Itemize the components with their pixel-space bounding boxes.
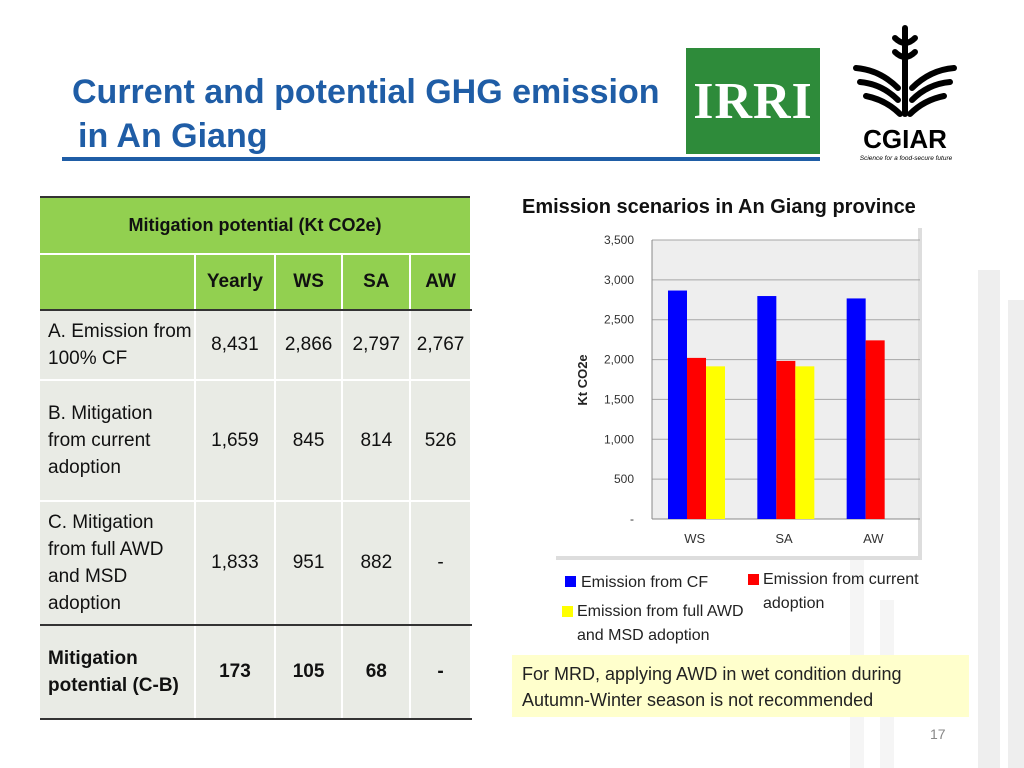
emission-bar-chart: - 500 1,000 1,500 2,000 2,500 3,000 3,500 Kt CO2… (552, 222, 922, 560)
row-label: A. Emission from 100% CF (40, 310, 197, 381)
table-cell: 1,659 (195, 380, 276, 502)
y-tick-label: 1,500 (604, 392, 634, 406)
chart-title: Emission scenarios in An Giang province (522, 196, 916, 218)
table-header-title: Mitigation potential (Kt CO2e) (40, 196, 472, 255)
column-header-ws: WS (274, 254, 344, 311)
bar (668, 290, 687, 519)
legend-swatch (565, 576, 576, 587)
bar (757, 296, 777, 519)
table-cell: 173 (195, 625, 276, 720)
bar (846, 298, 866, 519)
cgiar-wheat-icon (853, 25, 957, 117)
cgiar-tagline: Science for a food-secure future (859, 155, 953, 162)
legend-label: Emission from current adoption (763, 571, 919, 612)
column-header-sa: SA (342, 254, 412, 311)
legend-label: Emission from CF (581, 574, 709, 591)
table-cell: 1,833 (195, 501, 276, 626)
y-tick-label: 2,000 (604, 353, 634, 367)
legend-item-cf: Emission from CF (565, 571, 708, 595)
row-label: B. Mitigation from current adoption (40, 380, 197, 502)
slide-title-line2: in An Giang (78, 117, 268, 155)
table-cell: 2,797 (342, 310, 412, 381)
bar (706, 366, 725, 519)
title-underline (62, 157, 820, 161)
chart-shadow (918, 228, 922, 560)
table-row: Mitigation potential (C-B) 173 105 68 - (40, 625, 472, 720)
table-cell: 105 (274, 625, 344, 720)
legend-item-full-awd: Emission from full AWD and MSD adoption (562, 600, 762, 648)
y-tick-label: - (630, 512, 634, 526)
table-cell: 951 (274, 501, 344, 626)
table-row: C. Mitigation from full AWD and MSD adop… (40, 501, 472, 626)
y-tick-label: 3,000 (604, 273, 634, 287)
x-tick-label: WS (684, 531, 705, 546)
chart-shadow (556, 556, 922, 560)
table-header-row: Mitigation potential (Kt CO2e) (40, 196, 472, 255)
recommendation-note: For MRD, applying AWD in wet condition d… (512, 655, 969, 717)
table-row: A. Emission from 100% CF 8,431 2,866 2,7… (40, 310, 472, 381)
table-cell: 882 (342, 501, 412, 626)
table-column-row: Yearly WS SA AW (40, 254, 472, 311)
slide-title: Current and potential GHG emission in An… (72, 70, 672, 158)
table-cell: 2,866 (274, 310, 344, 381)
table-cell: 2,767 (410, 310, 472, 381)
bar (776, 360, 796, 519)
legend-label: Emission from full AWD and MSD adoption (577, 603, 744, 644)
row-label: Mitigation potential (C-B) (40, 625, 197, 720)
mitigation-table: Mitigation potential (Kt CO2e) Yearly WS… (40, 196, 472, 720)
cgiar-logo: CGIAR Science for a food-secure future (846, 24, 964, 164)
row-label: C. Mitigation from full AWD and MSD adop… (40, 501, 197, 626)
column-header-aw: AW (410, 254, 472, 311)
watermark-bar (978, 270, 1000, 768)
bar (865, 340, 885, 519)
table-row: B. Mitigation from current adoption 1,65… (40, 380, 472, 502)
y-tick-label: 2,500 (604, 313, 634, 327)
irri-logo: IRRI (686, 48, 820, 154)
bar (687, 357, 706, 519)
table-cell: - (410, 625, 472, 720)
y-axis-label: Kt CO2e (575, 354, 590, 405)
table-cell: - (410, 501, 472, 626)
table-cell: 814 (342, 380, 412, 502)
cgiar-logo-text: CGIAR (863, 124, 947, 154)
table-cell: 526 (410, 380, 472, 502)
page-number: 17 (930, 726, 946, 742)
legend-swatch (562, 606, 573, 617)
legend-swatch (748, 574, 759, 585)
legend-item-current: Emission from current adoption (748, 568, 938, 616)
table-cell: 68 (342, 625, 412, 720)
bar (795, 366, 815, 519)
table-cell: 8,431 (195, 310, 276, 381)
y-tick-label: 3,500 (604, 233, 634, 247)
slide-title-line1: Current and potential GHG emission (72, 73, 660, 111)
irri-logo-text: IRRI (693, 72, 813, 130)
column-header-yearly: Yearly (195, 254, 276, 311)
watermark-bar (1008, 300, 1024, 768)
y-tick-label: 1,000 (604, 432, 634, 446)
x-tick-label: SA (775, 531, 793, 546)
x-tick-label: AW (863, 531, 884, 546)
column-header-empty (40, 254, 197, 311)
table-cell: 845 (274, 380, 344, 502)
y-tick-label: 500 (614, 472, 634, 486)
